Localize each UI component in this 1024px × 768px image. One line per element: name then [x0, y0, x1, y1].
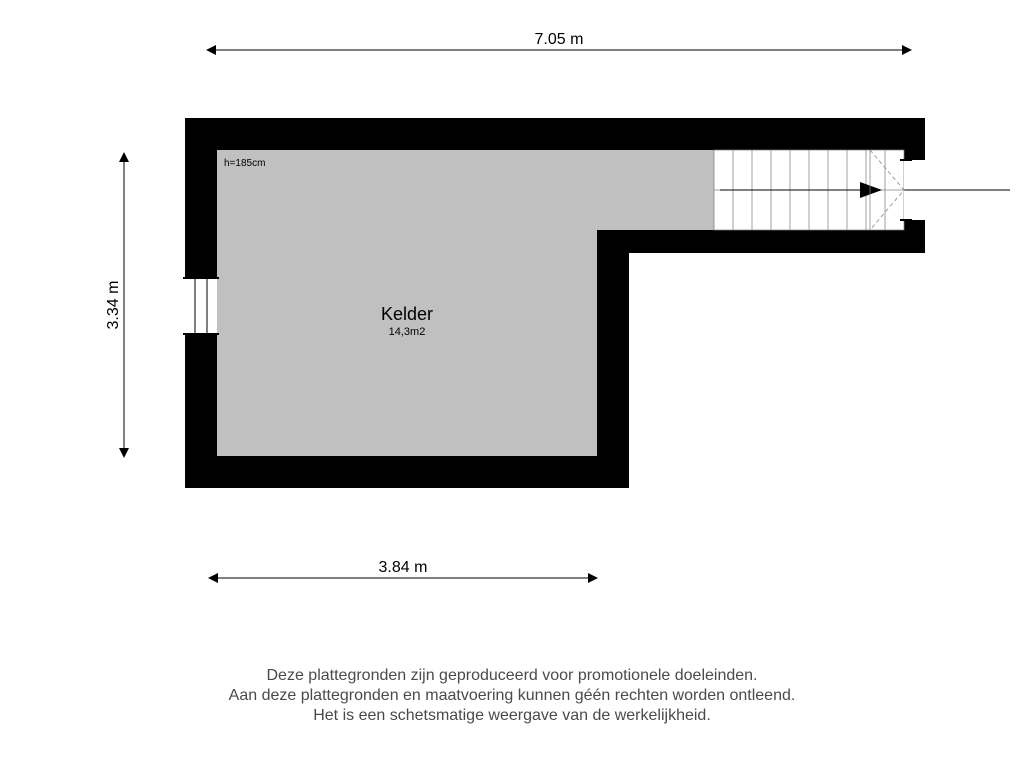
- left-opening: [185, 278, 217, 334]
- disclaimer-line1: Deze plattegronden zijn geproduceerd voo…: [267, 667, 758, 684]
- disclaimer-line3: Het is een schetsmatige weergave van de …: [313, 707, 711, 724]
- dim-left-label: 3.34 m: [105, 281, 122, 330]
- room-height-note: h=185cm: [224, 158, 265, 169]
- disclaimer: Deze plattegronden zijn geproduceerd voo…: [229, 667, 796, 724]
- dim-bottom-label: 3.84 m: [379, 559, 428, 576]
- dim-top-label: 7.05 m: [535, 31, 584, 48]
- disclaimer-line2: Aan deze plattegronden en maatvoering ku…: [229, 687, 796, 704]
- room-name: Kelder: [381, 304, 433, 324]
- room-area: 14,3m2: [389, 326, 426, 338]
